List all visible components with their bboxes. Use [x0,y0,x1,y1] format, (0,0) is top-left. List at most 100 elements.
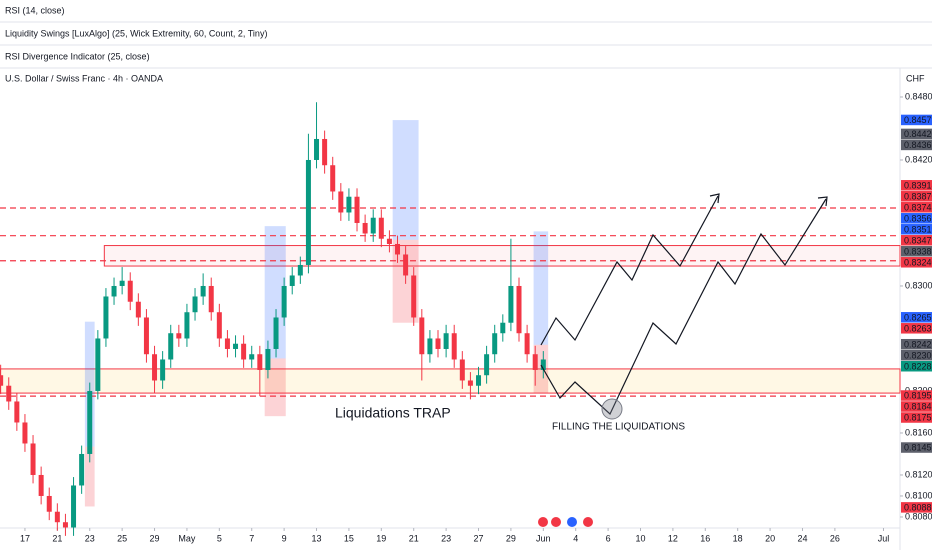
buy-box [264,226,286,359]
event-icon[interactable] [551,517,561,527]
projection [540,193,828,415]
candle-body [476,375,482,386]
x-tick-label: 21 [52,533,62,543]
indicator-label[interactable]: Liquidity Swings [LuxAlgo] (25, Wick Ext… [5,28,267,38]
price-badge-label: 0.80889 [904,503,932,513]
price-badge [901,139,932,151]
price-badge [901,338,932,350]
candle-body [95,338,101,391]
annotation: Liquidations TRAP [335,405,451,421]
price-badge-label: 0.81847 [904,402,932,412]
candle-body [281,285,287,318]
price-badge [901,412,932,423]
price-badge-label: 0.83566 [904,213,932,223]
price-badge [901,202,932,213]
price-badge [901,360,932,372]
price-badge [901,442,932,453]
candle-body [184,312,190,339]
x-tick-label: 6 [606,533,611,543]
price-badge [901,246,932,257]
candle-body [111,285,117,297]
candle-body [524,333,530,355]
event-icon[interactable] [567,517,577,527]
candle-body [314,138,320,160]
x-tick-label: Jul [878,533,890,543]
candle-body [224,338,230,349]
price-badge [901,349,932,361]
y-tick-label: 0.80800 [905,511,932,521]
x-tick-label: 5 [217,533,222,543]
candle-body [216,312,222,339]
chart: 0.848000.842000.830000.820000.816000.812… [0,91,932,543]
indicator-label[interactable]: RSI (14, close) [5,5,65,15]
x-tick-label: 29 [506,533,516,543]
candle-body [346,196,352,213]
symbol-title: U.S. Dollar / Swiss Franc · 4h · OANDA [5,73,163,83]
candle-body [22,422,28,444]
candle-body [540,359,546,370]
event-icon[interactable] [583,517,593,527]
liquidity-zone [103,245,901,267]
candle-body [103,296,109,339]
candle-body [30,443,36,475]
sell-box [264,358,286,417]
candle-body [419,317,425,355]
price-badge-label: 0.83918 [904,180,932,190]
x-tick-label: 9 [282,533,287,543]
candle-body [435,338,441,349]
candle-body [135,301,141,318]
price-badge-label: 0.81951 [904,391,932,401]
candle-body [516,285,522,334]
bottom-icons [538,517,593,527]
liquidity-zone [0,368,901,394]
candle-body [176,333,182,339]
price-badge [901,180,932,191]
candle-body [87,390,93,454]
candle-body [257,354,263,370]
price-badge-label: 0.84367 [904,140,932,150]
x-tick-label: 19 [376,533,386,543]
candle-body [192,296,198,313]
price-badge-label: 0.81459 [904,443,932,453]
price-badge-label: 0.83479 [904,235,932,245]
price-badge [901,235,932,246]
candle-body [362,222,368,234]
candle-body [403,254,409,276]
arrow-head [709,193,720,204]
x-tick-label: 7 [249,533,254,543]
price-badge-label: 0.82306 [904,350,932,360]
event-icon[interactable] [538,517,548,527]
candle-body [395,243,401,255]
candle-body [443,333,449,349]
buy-box [392,120,419,240]
indicator-label[interactable]: RSI Divergence Indicator (25, close) [5,51,150,61]
price-badge [901,128,932,140]
candle-body [500,322,506,334]
price-badge-label: 0.83519 [904,224,932,234]
candle-body [305,159,311,265]
buy-box [533,231,549,345]
candle-body [370,217,376,234]
candle-body [241,343,247,360]
currency: CHF [906,73,925,83]
x-tick-label: 20 [765,533,775,543]
price-badge-label: 0.82282 [904,361,932,371]
price-badge-label: 0.83385 [904,246,932,256]
x-tick-label: 27 [474,533,484,543]
candle-body [459,359,465,381]
price-badge [901,191,932,202]
candle-body [249,354,255,360]
candle-body [297,264,303,276]
candle-body [127,280,133,302]
candle-body [467,380,473,386]
x-tick-label: 23 [441,533,451,543]
candle-body [0,375,4,386]
